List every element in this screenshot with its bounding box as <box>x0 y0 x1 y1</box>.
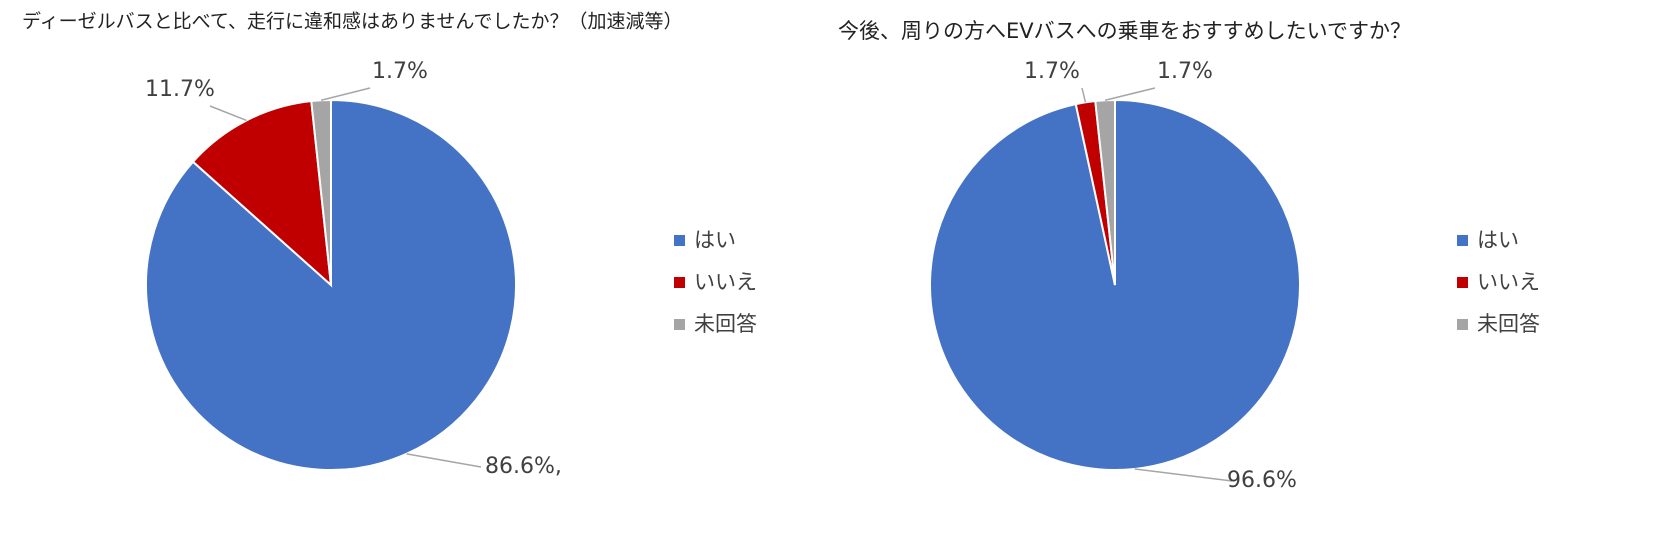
legend-swatch <box>1457 235 1468 246</box>
pie-slice <box>145 98 517 471</box>
data-label: 1.7% <box>372 59 428 84</box>
legend-label: いいえ <box>694 270 757 294</box>
leader-line <box>1081 87 1087 103</box>
legend-label: はい <box>1477 228 1519 252</box>
data-label: 86.6%, <box>485 454 562 479</box>
legend-swatch <box>1457 319 1468 330</box>
leader-line <box>1104 87 1156 101</box>
leader-line <box>406 453 482 468</box>
legend-label: はい <box>694 228 736 252</box>
legend-label: 未回答 <box>694 312 757 336</box>
data-label: 96.6% <box>1227 468 1297 493</box>
legend-swatch <box>674 235 685 246</box>
data-label: 11.7% <box>145 77 215 102</box>
leader-line <box>209 105 247 122</box>
legend-label: いいえ <box>1477 270 1540 294</box>
chart-title: 今後、周りの方へEVバスへの乗車をおすすめしたいですか？ <box>838 19 1411 43</box>
legend-swatch <box>674 277 685 288</box>
legend-swatch <box>1457 277 1468 288</box>
leader-line <box>1134 468 1233 482</box>
leader-line <box>320 87 371 101</box>
data-label: 1.7% <box>1157 59 1213 84</box>
chart-title: ディーゼルバスと比べて、走行に違和感はありませんでしたか？（加速減等） <box>22 11 682 33</box>
data-label: 1.7% <box>1024 59 1080 84</box>
legend-swatch <box>674 319 685 330</box>
legend-label: 未回答 <box>1477 312 1540 336</box>
